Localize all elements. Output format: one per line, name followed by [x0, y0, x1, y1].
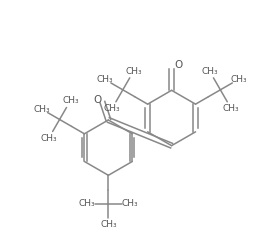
Text: CH₃: CH₃ [62, 96, 79, 105]
Text: O: O [174, 60, 183, 70]
Text: CH₃: CH₃ [104, 104, 120, 113]
Text: CH₃: CH₃ [201, 66, 218, 76]
Text: O: O [93, 95, 102, 105]
Text: CH₃: CH₃ [125, 66, 142, 76]
Text: CH₃: CH₃ [78, 199, 95, 208]
Text: CH₃: CH₃ [122, 199, 138, 208]
Text: CH₃: CH₃ [33, 105, 50, 113]
Text: CH₃: CH₃ [97, 75, 113, 84]
Text: CH₃: CH₃ [100, 220, 117, 229]
Text: CH₃: CH₃ [223, 104, 240, 113]
Text: CH₃: CH₃ [40, 134, 57, 143]
Text: CH₃: CH₃ [230, 75, 247, 84]
